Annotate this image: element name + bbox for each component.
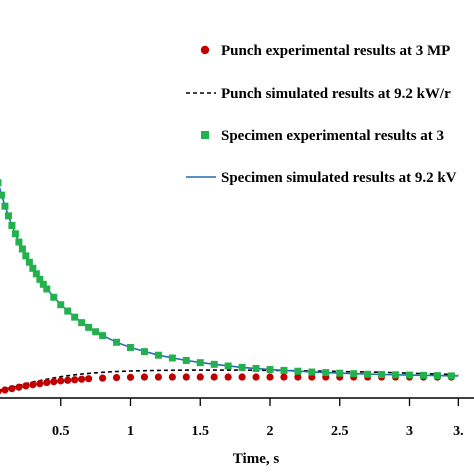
legend-label-1: Punch simulated results at 9.2 kW/r <box>221 86 451 102</box>
data-point-2-19 <box>64 307 72 315</box>
data-point-2-39 <box>308 368 316 376</box>
data-point-0-20 <box>168 373 176 381</box>
data-point-2-30 <box>182 356 190 364</box>
data-point-2-31 <box>196 359 204 367</box>
data-point-2-11 <box>25 258 33 266</box>
data-point-0-15 <box>99 374 107 382</box>
legend-label-3: Specimen simulated results at 9.2 kV <box>221 170 457 186</box>
data-point-0-12 <box>71 376 79 384</box>
data-point-2-14 <box>36 275 44 283</box>
data-point-2-26 <box>127 343 134 351</box>
data-point-2-46 <box>406 371 413 379</box>
x-tick-label-3: 2 <box>267 424 274 439</box>
x-axis-title: Time, s <box>233 451 280 467</box>
data-point-2-42 <box>350 370 358 378</box>
data-point-0-5 <box>22 382 30 390</box>
data-point-2-16 <box>43 285 51 293</box>
data-point-2-2 <box>0 179 2 187</box>
data-point-2-24 <box>99 332 107 340</box>
data-point-0-10 <box>57 377 65 385</box>
data-point-2-7 <box>11 230 19 238</box>
x-tick-label-1: 1 <box>127 424 134 439</box>
x-tick-label-6: 3. <box>453 424 464 439</box>
data-point-2-21 <box>78 319 86 327</box>
data-point-0-18 <box>140 373 149 381</box>
data-point-2-34 <box>238 363 246 371</box>
data-point-0-1 <box>0 388 2 395</box>
data-point-0-23 <box>210 373 218 381</box>
data-point-2-3 <box>0 191 5 199</box>
data-point-0-8 <box>43 378 51 387</box>
data-point-2-12 <box>29 264 37 272</box>
data-point-2-44 <box>378 371 386 379</box>
data-point-2-20 <box>71 313 79 321</box>
data-point-2-37 <box>280 366 288 374</box>
data-point-0-7 <box>36 380 44 388</box>
data-point-2-10 <box>22 252 30 260</box>
data-point-0-19 <box>154 373 162 381</box>
data-point-2-38 <box>294 367 302 375</box>
legend-symbol-0 <box>200 45 210 55</box>
data-point-0-24 <box>224 373 232 381</box>
data-point-2-18 <box>57 301 65 309</box>
data-point-2-13 <box>32 270 40 278</box>
data-point-0-17 <box>126 373 135 381</box>
data-point-0-22 <box>196 373 204 381</box>
data-point-2-45 <box>392 371 400 379</box>
data-point-2-47 <box>419 371 427 379</box>
data-point-2-5 <box>4 212 12 220</box>
data-point-2-36 <box>266 366 274 374</box>
data-point-0-27 <box>266 373 274 381</box>
x-tick-label-0: 0.5 <box>52 424 70 439</box>
data-point-0-2 <box>1 386 9 394</box>
data-point-2-4 <box>1 202 9 210</box>
series-line-3 <box>0 186 459 377</box>
data-point-2-25 <box>113 338 121 346</box>
legend-label-0: Punch experimental results at 3 MP <box>221 43 450 59</box>
data-point-0-3 <box>8 385 16 393</box>
data-point-2-28 <box>154 351 162 359</box>
data-point-0-11 <box>64 376 72 384</box>
data-point-0-29 <box>294 373 302 381</box>
data-point-2-41 <box>336 369 344 377</box>
legend: Punch experimental results at 3 MP Punch … <box>186 43 457 186</box>
x-axis-ticks: 0.5 1 1.5 2 2.5 3 3. <box>52 398 464 439</box>
data-point-2-22 <box>85 323 93 331</box>
data-point-2-32 <box>210 360 218 368</box>
data-point-2-6 <box>8 222 16 229</box>
data-point-0-9 <box>50 378 58 386</box>
data-point-2-35 <box>252 364 260 372</box>
x-tick-label-4: 2.5 <box>331 424 349 439</box>
data-point-2-33 <box>224 362 232 370</box>
data-point-2-23 <box>92 328 100 336</box>
data-point-0-14 <box>85 375 93 383</box>
data-point-2-29 <box>168 354 176 362</box>
legend-label-2: Specimen experimental results at 3 <box>221 128 444 144</box>
data-point-2-9 <box>18 245 26 253</box>
data-point-2-15 <box>39 280 47 288</box>
x-tick-label-2: 1.5 <box>192 424 210 439</box>
data-point-0-21 <box>182 373 190 381</box>
data-point-0-6 <box>29 381 37 389</box>
data-point-2-17 <box>50 293 58 301</box>
data-point-0-13 <box>78 375 86 383</box>
legend-symbol-2 <box>201 131 209 139</box>
data-point-0-4 <box>15 383 23 391</box>
series-layer <box>0 179 459 395</box>
data-point-2-8 <box>15 238 23 246</box>
data-point-0-16 <box>112 373 121 382</box>
data-point-0-25 <box>238 373 246 381</box>
data-point-2-49 <box>447 372 455 380</box>
data-point-2-43 <box>364 370 372 378</box>
data-point-0-26 <box>252 373 260 381</box>
series-line-1 <box>0 369 459 392</box>
data-point-0-28 <box>280 373 288 381</box>
data-point-2-48 <box>433 372 441 380</box>
data-point-2-27 <box>140 348 148 356</box>
data-point-2-40 <box>322 369 330 377</box>
x-tick-label-5: 3 <box>406 424 413 439</box>
